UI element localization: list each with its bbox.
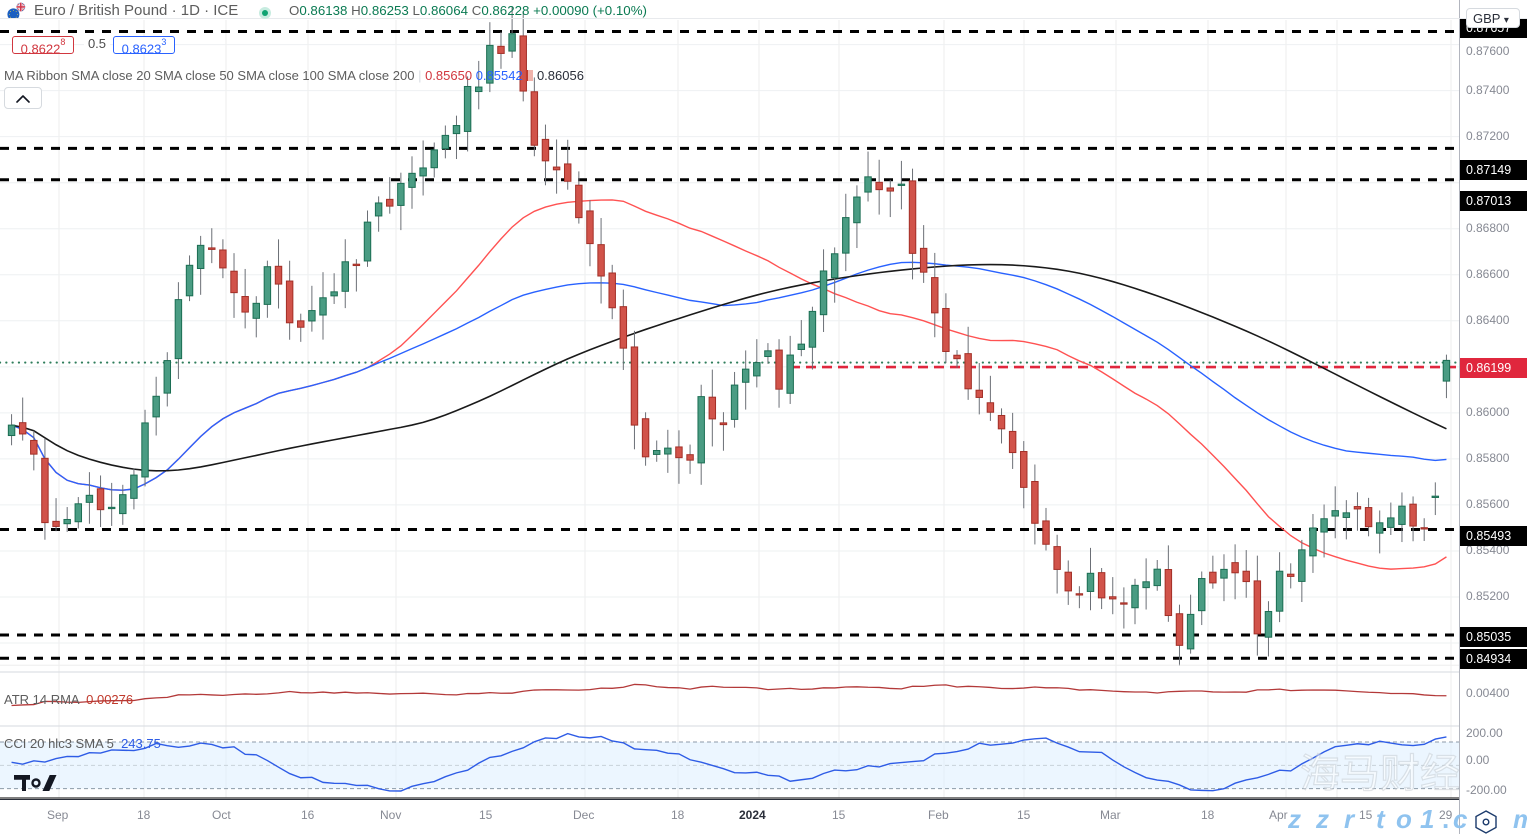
svg-text:z: z bbox=[1315, 805, 1329, 834]
svg-text:m: m bbox=[1513, 805, 1527, 834]
svg-text:c: c bbox=[1453, 805, 1468, 834]
svg-text:o: o bbox=[1396, 805, 1412, 834]
svg-text:t: t bbox=[1376, 805, 1386, 834]
svg-text:z: z bbox=[1288, 805, 1301, 834]
svg-text:海马财经: 海马财经 bbox=[1300, 752, 1460, 796]
svg-text:1: 1 bbox=[1420, 805, 1434, 834]
svg-text:r: r bbox=[1344, 805, 1356, 834]
